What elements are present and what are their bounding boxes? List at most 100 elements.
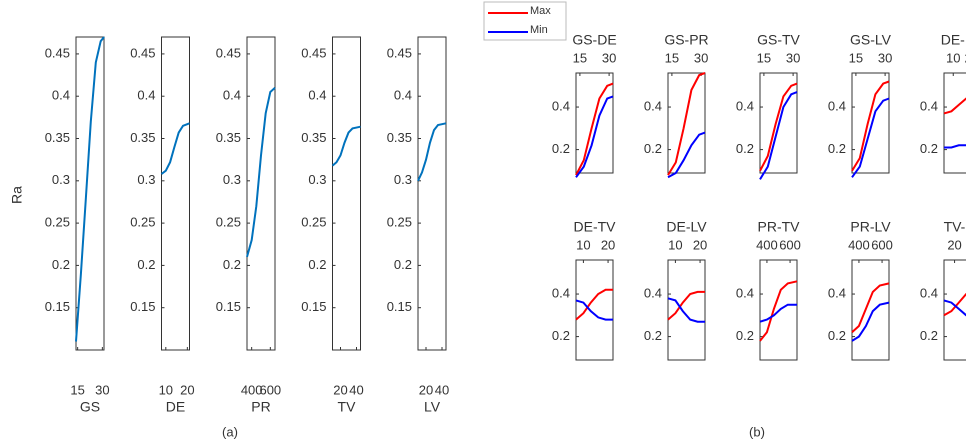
subplot-title: GS-TV — [757, 32, 800, 48]
x-tick-label: 10 — [576, 237, 590, 252]
curve — [759, 82, 798, 172]
subplot-title: GS-PR — [664, 32, 708, 48]
axes-frame — [575, 72, 614, 174]
curve — [667, 131, 706, 179]
y-tick-label: 0.4 — [920, 285, 938, 300]
x-tick-label: 20 — [419, 382, 433, 397]
x-tick-label: 600 — [779, 237, 801, 252]
y-tick-label: 0.25 — [216, 215, 241, 230]
axes-frame — [943, 72, 966, 174]
x-tick-label: 10 — [668, 237, 682, 252]
y-tick-label: 0.15 — [130, 299, 155, 314]
axes-frame — [851, 72, 890, 174]
y-tick-label: 0.45 — [130, 45, 155, 60]
curve — [943, 299, 966, 317]
y-tick-label: 0.3 — [52, 172, 70, 187]
x-axis-label: DE — [166, 399, 185, 415]
x-tick-label: 10 — [159, 382, 173, 397]
curve — [246, 87, 276, 258]
x-tick-label: 10 — [946, 50, 960, 65]
x-tick-label: 600 — [871, 237, 893, 252]
y-tick-label: 0.35 — [301, 130, 326, 145]
axes-frame — [667, 259, 706, 361]
x-tick-label: 400 — [756, 237, 778, 252]
y-tick-label: 0.35 — [45, 130, 70, 145]
curve — [851, 282, 890, 334]
y-tick-label: 0.35 — [387, 130, 412, 145]
legend-box — [483, 1, 567, 41]
axes-frame — [332, 36, 361, 351]
axes-frame — [75, 36, 105, 351]
y-tick-label: 0.2 — [552, 328, 570, 343]
y-tick-label: 0.2 — [52, 257, 70, 272]
legend-label: Min — [530, 24, 548, 36]
subplot-title: DE-PR — [941, 32, 966, 48]
y-tick-label: 0.45 — [45, 45, 70, 60]
curve — [575, 299, 613, 321]
curve — [575, 82, 614, 176]
y-tick-label: 0.25 — [45, 215, 70, 230]
axes-frame — [759, 259, 798, 361]
y-tick-label: 0.45 — [387, 45, 412, 60]
subplot-title: DE-LV — [666, 219, 707, 235]
subplot-title: GS-LV — [850, 32, 892, 48]
y-tick-label: 0.2 — [308, 257, 326, 272]
y-tick-label: 0.25 — [387, 215, 412, 230]
y-tick-label: 0.2 — [828, 141, 846, 156]
y-tick-label: 0.2 — [920, 328, 938, 343]
axes-frame — [246, 36, 276, 351]
curve — [575, 288, 613, 321]
y-tick-label: 0.4 — [736, 98, 754, 113]
curve — [851, 80, 890, 172]
y-tick-label: 0.2 — [920, 141, 938, 156]
y-tick-label: 0.3 — [394, 172, 412, 187]
y-tick-label: 0.4 — [828, 98, 846, 113]
x-axis-label: TV — [338, 399, 357, 415]
x-tick-label: 20 — [965, 50, 966, 65]
x-tick-label: 30 — [786, 50, 800, 65]
y-tick-label: 0.45 — [301, 45, 326, 60]
axes-frame — [667, 72, 706, 174]
y-tick-label: 0.4 — [52, 88, 70, 103]
y-tick-label: 0.2 — [736, 141, 754, 156]
x-tick-label: 400 — [241, 382, 263, 397]
y-tick-label: 0.2 — [644, 328, 662, 343]
axes-frame — [943, 259, 966, 361]
curve — [417, 122, 447, 182]
x-tick-label: 600 — [259, 382, 281, 397]
curve — [667, 297, 705, 323]
curve — [759, 280, 798, 342]
y-tick-label: 0.2 — [223, 257, 241, 272]
y-tick-label: 0.4 — [552, 285, 570, 300]
y-tick-label: 0.4 — [223, 88, 241, 103]
x-tick-label: 400 — [848, 237, 870, 252]
curve — [943, 292, 966, 317]
y-tick-label: 0.4 — [394, 88, 412, 103]
subplot-title: TV-LV — [944, 219, 966, 235]
y-tick-label: 0.4 — [736, 285, 754, 300]
curve — [160, 122, 190, 175]
panel-label: (a) — [222, 424, 238, 439]
panel-label: (b) — [749, 424, 765, 439]
x-tick-label: 15 — [757, 50, 771, 65]
y-tick-label: 0.2 — [828, 328, 846, 343]
axes-frame — [161, 36, 190, 351]
curve — [575, 95, 614, 178]
x-tick-label: 20 — [180, 382, 194, 397]
y-tick-label: 0.3 — [308, 172, 326, 187]
x-tick-label: 30 — [602, 50, 616, 65]
curve — [943, 97, 966, 115]
y-tick-label: 0.4 — [644, 98, 662, 113]
y-tick-label: 0.4 — [920, 98, 938, 113]
x-tick-label: 30 — [878, 50, 892, 65]
y-tick-label: 0.45 — [216, 45, 241, 60]
axes-frame — [851, 259, 890, 361]
x-tick-label: 15 — [849, 50, 863, 65]
y-tick-label: 0.4 — [137, 88, 155, 103]
x-axis-label: PR — [251, 399, 270, 415]
y-tick-label: 0.35 — [130, 130, 155, 145]
y-tick-label: 0.4 — [828, 285, 846, 300]
y-tick-label: 0.3 — [223, 172, 241, 187]
y-tick-label: 0.3 — [137, 172, 155, 187]
